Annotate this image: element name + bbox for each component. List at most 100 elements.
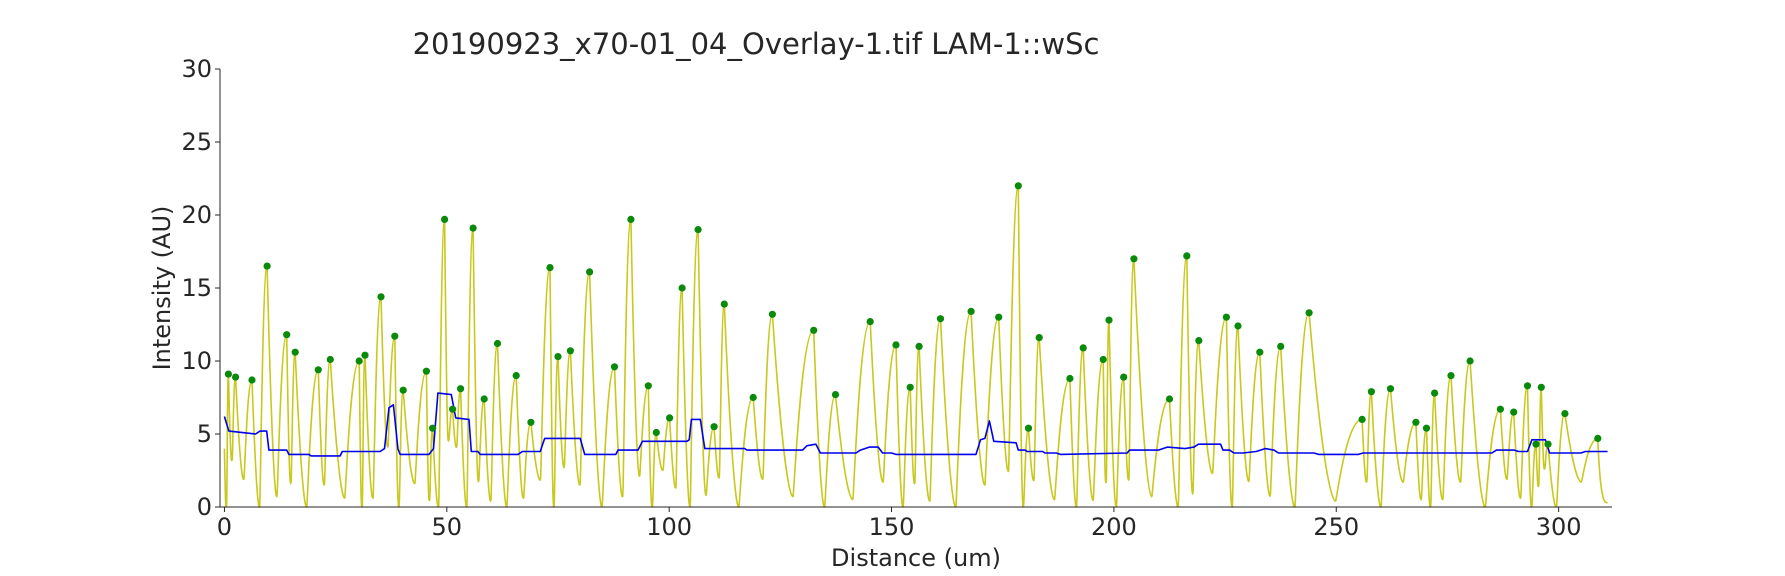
peak-marker — [610, 363, 619, 371]
peak-marker — [1024, 424, 1033, 432]
peak-marker — [810, 326, 818, 334]
y-tick-label: 5 — [197, 420, 212, 448]
peak-marker — [224, 370, 232, 378]
peak-marker — [831, 391, 840, 399]
peak-marker — [1234, 322, 1242, 330]
peak-marker — [644, 382, 652, 390]
peak-marker — [232, 373, 240, 381]
peak-marker — [1195, 337, 1203, 345]
peak-marker — [720, 300, 728, 308]
peak-marker — [936, 315, 945, 323]
peak-marker — [652, 428, 660, 437]
y-axis-label: Intensity (AU) — [148, 206, 176, 371]
peak-marker — [422, 367, 430, 375]
peak-marker — [1532, 440, 1540, 448]
peak-marker — [566, 347, 575, 355]
peak-marker — [1130, 255, 1138, 263]
x-tick-label: 50 — [432, 513, 463, 541]
peak-marker — [1510, 408, 1518, 416]
peak-marker — [1466, 357, 1474, 365]
peak-marker — [1561, 410, 1569, 418]
peak-marker — [1105, 316, 1113, 324]
peak-marker — [1447, 372, 1455, 380]
peak-marker — [361, 351, 369, 359]
peak-marker — [1066, 374, 1074, 383]
x-tick-label: 200 — [1091, 513, 1137, 541]
peak-marker — [1183, 252, 1191, 260]
peak-marker — [1537, 383, 1545, 391]
peak-marker — [493, 339, 502, 348]
peak-marker — [915, 342, 923, 350]
y-tick-label: 20 — [181, 201, 212, 229]
peak-marker — [768, 310, 777, 318]
peak-marker — [710, 423, 718, 431]
peak-marker — [248, 376, 256, 384]
peak-marker — [892, 341, 900, 349]
peak-marker — [1305, 309, 1313, 317]
y-axis-ticks: 0 5 10 15 20 25 30 — [181, 55, 220, 521]
peak-marker — [314, 366, 322, 374]
peak-marker — [749, 393, 757, 402]
peak-marker — [457, 385, 465, 393]
chart-title: 20190923_x70-01_04_Overlay-1.tif LAM-1::… — [413, 27, 1100, 61]
peak-marker — [263, 262, 271, 270]
peak-marker — [1165, 395, 1174, 403]
intensity-line — [223, 185, 1608, 508]
peak-marker — [480, 395, 488, 403]
peak-marker — [391, 332, 399, 340]
peak-marker — [1277, 342, 1285, 350]
peak-marker — [627, 215, 635, 223]
peak-marker — [1412, 418, 1420, 426]
peak-marker — [1544, 440, 1552, 448]
peak-marker — [1594, 434, 1602, 442]
baseline-line — [223, 392, 1608, 457]
peak-marker — [512, 372, 520, 380]
peak-marker — [546, 264, 554, 272]
peak-marker — [1358, 415, 1366, 423]
peak-marker — [283, 331, 291, 339]
peak-marker — [967, 307, 975, 315]
y-tick-label: 25 — [181, 128, 212, 156]
intensity-series — [223, 185, 1608, 508]
plot-area — [223, 182, 1608, 508]
y-tick-label: 0 — [197, 493, 212, 521]
peak-marker — [1386, 385, 1395, 393]
peak-marker — [291, 348, 299, 356]
peak-marker — [1222, 313, 1230, 321]
peak-markers — [224, 182, 1602, 448]
peak-marker — [1120, 373, 1128, 381]
y-tick-label: 30 — [181, 55, 212, 83]
peak-marker — [355, 357, 363, 365]
peak-marker — [429, 424, 437, 432]
peak-marker — [1256, 348, 1264, 356]
x-axis-label: Distance (um) — [831, 544, 1001, 572]
peak-marker — [906, 383, 914, 391]
baseline-series — [223, 392, 1608, 457]
x-tick-label: 250 — [1313, 513, 1359, 541]
x-tick-label: 100 — [646, 513, 692, 541]
peak-marker — [995, 313, 1003, 321]
peak-marker — [1099, 355, 1107, 364]
peak-marker — [399, 386, 407, 394]
peak-marker — [1431, 389, 1439, 397]
peak-marker — [866, 318, 874, 326]
y-tick-label: 15 — [181, 274, 212, 302]
peak-marker — [527, 418, 535, 426]
peak-marker — [1422, 424, 1431, 432]
y-tick-label: 10 — [181, 347, 212, 375]
x-tick-label: 0 — [217, 513, 232, 541]
peak-marker — [377, 293, 385, 301]
peak-marker — [441, 215, 449, 223]
peak-marker — [666, 414, 674, 422]
peak-marker — [678, 284, 686, 292]
peak-marker — [1523, 382, 1532, 390]
peak-marker — [326, 355, 334, 364]
x-tick-label: 300 — [1536, 513, 1582, 541]
peak-marker — [554, 353, 562, 361]
peak-marker — [1496, 405, 1504, 413]
peak-marker — [694, 226, 702, 234]
peak-marker — [1079, 344, 1087, 352]
peak-marker — [469, 224, 477, 232]
peak-marker — [1035, 334, 1043, 342]
